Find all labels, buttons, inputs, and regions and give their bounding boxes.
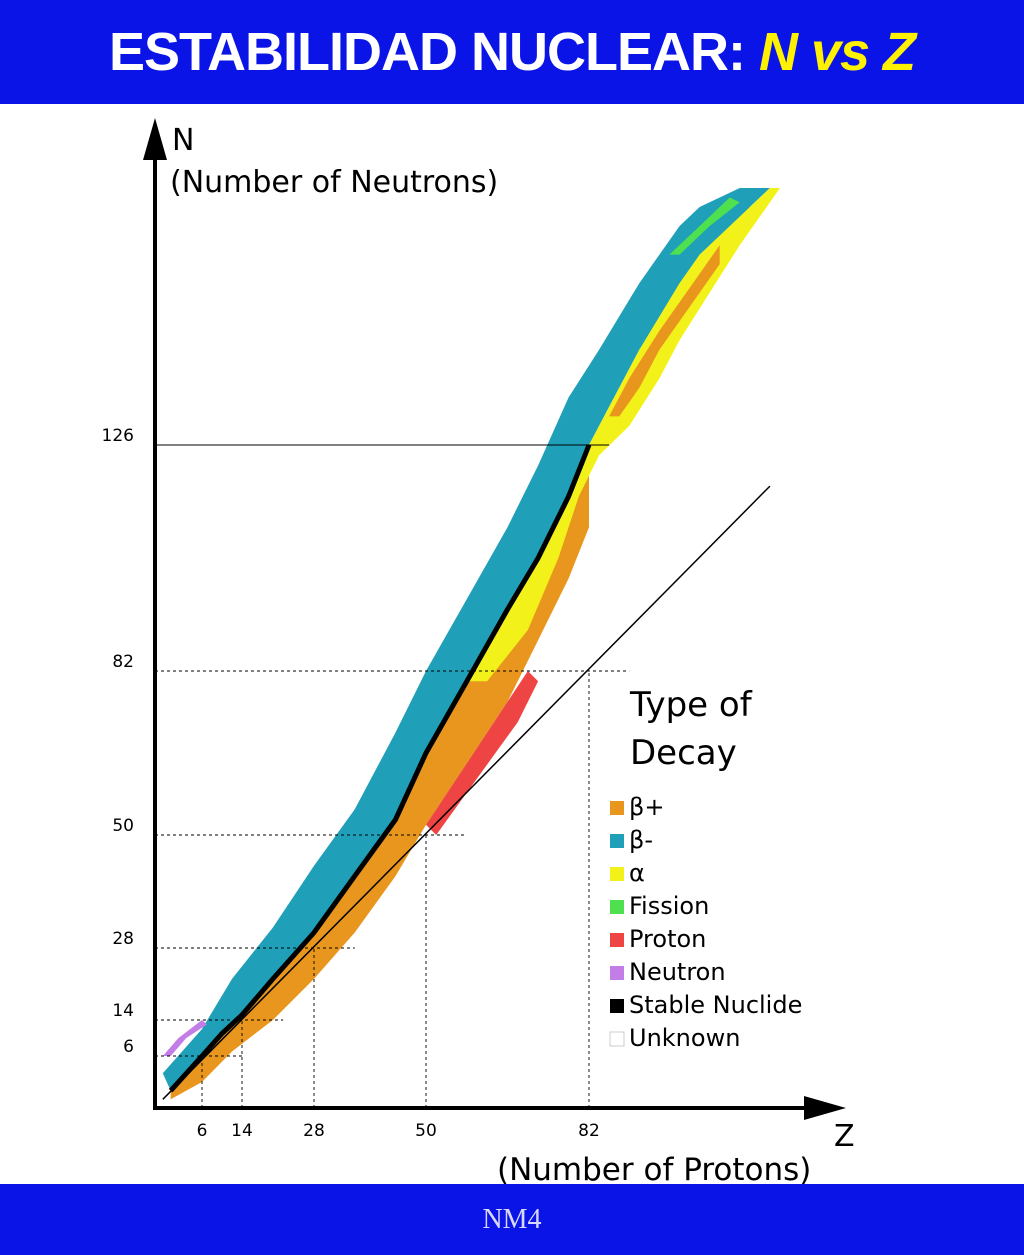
y-tick-label: 50 <box>112 816 134 836</box>
y-tick-label: 82 <box>112 652 134 672</box>
page-title-main: ESTABILIDAD NUCLEAR: <box>108 22 759 82</box>
y-axis-label: N <box>172 123 194 158</box>
legend-swatch <box>610 801 624 815</box>
fission-region <box>669 197 740 255</box>
y-tick-label: 126 <box>102 426 134 446</box>
legend-label: Neutron <box>629 958 726 986</box>
title-banner: ESTABILIDAD NUCLEAR: N vs Z <box>0 0 1024 104</box>
x-tick-label: 14 <box>231 1121 253 1141</box>
x-axis-label: Z <box>834 1119 855 1154</box>
legend-title-line1: Type of <box>629 685 753 725</box>
x-tick-label: 82 <box>578 1121 600 1141</box>
x-axis-arrow-icon <box>804 1096 846 1120</box>
legend-label: Proton <box>629 925 706 953</box>
legend-swatch <box>610 834 624 848</box>
page-title-accent: N vs Z <box>758 22 916 82</box>
x-tick-label: 28 <box>303 1121 325 1141</box>
proton-region <box>426 671 539 835</box>
legend-swatch <box>610 867 624 881</box>
stable-nuclide-line <box>168 444 592 1093</box>
alpha-region <box>466 188 780 682</box>
y-tick-label: 28 <box>112 929 134 949</box>
y-axis-sublabel: (Number of Neutrons) <box>170 165 498 200</box>
footer-banner: NM4 <box>0 1184 1024 1255</box>
nuclide-chart: N (Number of Neutrons) Z (Number of Prot… <box>102 118 855 1184</box>
axes: N (Number of Neutrons) Z (Number of Prot… <box>143 118 855 1184</box>
x-tick-label: 50 <box>415 1121 437 1141</box>
y-tick-label: 14 <box>112 1001 134 1021</box>
legend-swatch <box>610 966 624 980</box>
legend-swatch <box>610 999 624 1013</box>
legend-swatch <box>610 900 624 914</box>
legend-swatch <box>609 1031 625 1047</box>
neutron-region <box>162 1020 207 1056</box>
x-tick-label: 6 <box>197 1121 208 1141</box>
footer-text: NM4 <box>482 1203 542 1235</box>
y-axis-arrow-icon <box>143 118 167 160</box>
page-title: ESTABILIDAD NUCLEAR: N vs Z <box>108 21 916 83</box>
y-tick-label: 6 <box>123 1037 134 1057</box>
legend-label: β- <box>629 826 653 854</box>
legend-label: Stable Nuclide <box>629 991 802 1019</box>
legend-label: β+ <box>629 793 664 821</box>
legend-swatch <box>610 933 624 947</box>
legend-items: β+ β-α Fission Proton Neutron Stable Nuclide U… <box>609 793 802 1052</box>
legend-title-line2: Decay <box>630 733 737 773</box>
legend-label: α <box>629 859 645 887</box>
legend: Type of Decay β+ β-α Fission Proton Neutron S… <box>609 685 802 1052</box>
beta-plus-heavy-region <box>609 245 720 417</box>
beta-minus-region <box>162 188 770 1091</box>
magic-number-guides <box>155 444 771 1108</box>
tick-labels: 6 14 28 50 82 6 14 28 50 82 126 <box>102 426 600 1141</box>
decay-bands <box>162 188 780 1100</box>
legend-label: Fission <box>629 892 709 920</box>
x-axis-sublabel: (Number of Protons) <box>497 1152 811 1184</box>
legend-label: Unknown <box>629 1024 740 1052</box>
n-equals-z-line <box>162 485 771 1100</box>
